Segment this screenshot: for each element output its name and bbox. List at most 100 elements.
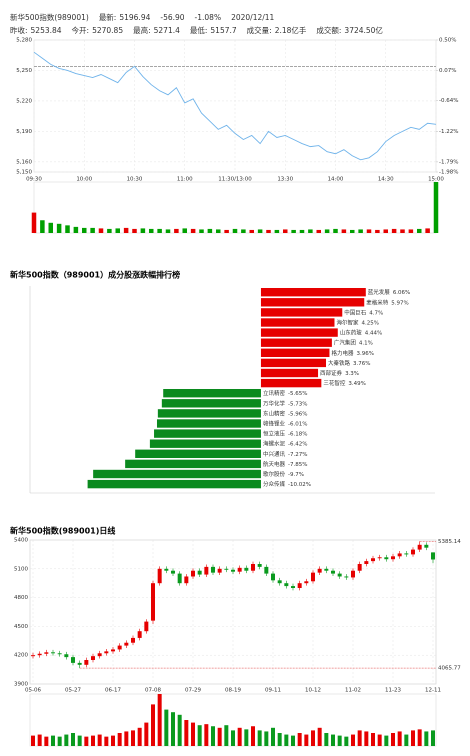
x-tick-label: 10:00 (76, 177, 92, 183)
volume-bar (224, 725, 229, 746)
candle-body (351, 570, 355, 578)
bar (163, 389, 261, 398)
candle-body (297, 583, 302, 588)
volume-bar (324, 733, 329, 746)
x-tick-label: 11-23 (385, 688, 401, 694)
volume-bar (184, 720, 189, 746)
volume-bar (317, 727, 322, 746)
volume-bar (91, 735, 95, 746)
volume-bar (417, 729, 422, 746)
volume-bar (71, 733, 75, 746)
bar-label: 分众传媒 -10.02% (263, 480, 311, 488)
daily-title: 新华500指数(989001)日线 (10, 526, 115, 536)
volume-bar (311, 730, 315, 746)
candle-body (111, 649, 115, 652)
min-label: 4065.77 (438, 666, 461, 672)
volume-bar (111, 735, 115, 746)
volume-bar (157, 694, 162, 746)
y-tick-label: 4800 (14, 595, 28, 601)
bar-label: 山东药玻 4.44% (340, 328, 383, 336)
bar (161, 399, 261, 408)
volume-bar (204, 724, 209, 746)
bar-label: 东山精密 -5.96% (263, 409, 307, 417)
header-item: 成交额: (316, 25, 341, 35)
volume-bar (165, 229, 171, 233)
candle-body (44, 652, 49, 654)
bar-category: 立讯精密 (263, 389, 286, 397)
bar (260, 338, 332, 347)
x-tick-label: 09-11 (265, 688, 281, 694)
volume-bar (324, 229, 330, 233)
candle-body (284, 583, 289, 587)
candle-body (391, 556, 395, 560)
header-item: -56.90 (160, 13, 184, 22)
header-item: 最高: (133, 25, 151, 35)
volume-bar (191, 722, 195, 746)
volume-bar (349, 229, 355, 233)
volume-bar (344, 736, 349, 746)
volume-bar (232, 228, 238, 233)
volume-bar (416, 228, 422, 233)
candle-body (51, 652, 55, 654)
bar (87, 479, 261, 489)
volume-bar (84, 736, 89, 746)
bar-value-label: -5.96% (288, 411, 307, 417)
candle-body (331, 570, 335, 574)
candle-body (191, 570, 195, 577)
volume-bar (140, 228, 146, 233)
bar (260, 328, 338, 337)
volume-bar (164, 709, 169, 746)
x-tick-label: 05-27 (65, 688, 81, 694)
candle-body (77, 662, 82, 665)
volume-bar (131, 730, 135, 746)
y-tick-label: 5,280 (16, 38, 32, 44)
header-item: 3724.50亿 (344, 25, 383, 35)
candle-body (37, 653, 42, 656)
y-tick-label: 5,160 (16, 159, 32, 165)
y2-tick-label: -1.79% (439, 159, 458, 165)
header-item: 昨收: (10, 25, 28, 35)
bar (260, 318, 335, 327)
candle-body (264, 566, 269, 574)
header-item: 5270.85 (92, 26, 123, 35)
candle-body (271, 573, 275, 581)
x-tick-label: 11:30/13:00 (218, 177, 252, 183)
volume-bar (215, 229, 221, 233)
candle-body (197, 570, 202, 575)
bar-label: 蓝光发展 6.06% (368, 288, 411, 296)
candle-body (57, 653, 62, 655)
volume-bar (241, 229, 246, 233)
bar-category: 麦格米特 (366, 298, 389, 306)
volume-bar (299, 229, 305, 233)
bar-value-label: -9.7% (288, 472, 304, 478)
x-tick-label: 14:30 (378, 177, 394, 183)
bar (156, 419, 261, 428)
y2-tick-label: -0.64% (439, 98, 458, 104)
bar (260, 378, 322, 388)
candle-body (411, 549, 415, 555)
candle-body (231, 569, 235, 572)
y-tick-label: 5,250 (16, 68, 32, 74)
bar-value-label: 3.76% (353, 360, 370, 366)
volume-bar (31, 212, 37, 233)
bar-value-label: -7.27% (288, 451, 307, 457)
bar-value-label: -6.42% (288, 441, 307, 447)
ranking-title: 新华500指数（989001）成分股涨跌幅排行榜 (10, 270, 180, 280)
bar-label: 中国巨石 4.7% (344, 308, 383, 316)
volume-bar (274, 229, 280, 233)
y2-tick-label: 0.07% (439, 68, 456, 74)
candle-body (257, 564, 262, 567)
header-item: 2020/12/11 (231, 13, 274, 22)
volume-bar (77, 735, 82, 746)
intraday-volume-frame (33, 181, 437, 234)
volume-bar (40, 220, 45, 233)
volume-bar (137, 727, 142, 746)
bar-label: 三花智控 3.49% (323, 379, 366, 387)
y-tick-label: 4500 (14, 624, 28, 630)
volume-bar (364, 731, 369, 746)
bar-category: 东山精密 (263, 409, 286, 417)
candle-body (204, 566, 209, 575)
volume-bar (277, 733, 282, 746)
candle-body (124, 642, 129, 646)
